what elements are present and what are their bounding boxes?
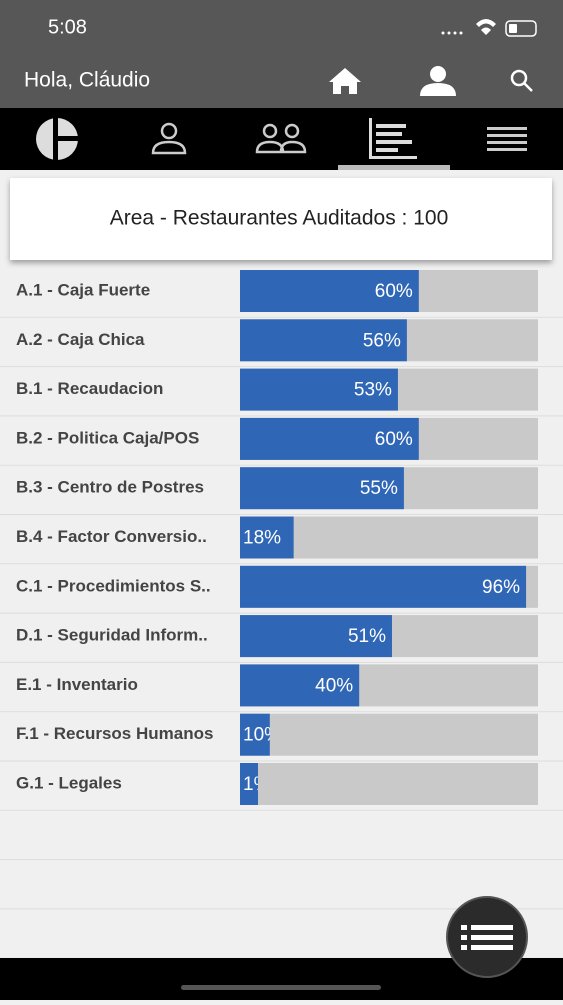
bar <box>240 615 392 658</box>
value-label: 1% <box>243 774 271 795</box>
menu-button[interactable] <box>446 896 528 978</box>
home-indicator <box>181 985 381 990</box>
greeting: Hola, Cláudio <box>24 69 150 92</box>
value-label: 60% <box>375 281 413 302</box>
bar <box>240 368 398 411</box>
bar <box>240 467 404 510</box>
value-label: 60% <box>375 429 413 450</box>
tab-icons[interactable] <box>36 118 527 170</box>
value-label: 51% <box>348 626 386 647</box>
category-label: B.3 - Centro de Postres <box>16 478 204 497</box>
value-label: 53% <box>354 380 392 401</box>
chart-rows: A.1 - Caja Fuerte 60% A.2 - Caja Chica 56% B… <box>0 270 563 959</box>
profile-icon[interactable] <box>420 66 456 96</box>
bar <box>240 565 527 608</box>
title-card <box>10 178 552 260</box>
category-label: B.2 - Politica Caja/POS <box>16 428 199 447</box>
bar-track <box>240 713 538 756</box>
bar <box>240 516 294 559</box>
value-label: 56% <box>363 330 401 351</box>
status-icons <box>441 19 537 37</box>
category-label: E.1 - Inventario <box>16 675 138 694</box>
bar <box>240 713 270 756</box>
category-label: B.1 - Recaudacion <box>16 379 163 398</box>
home-icon[interactable] <box>329 68 361 94</box>
chart-title: Area - Restaurantes Auditados : 100 <box>110 207 449 230</box>
category-label: A.2 - Caja Chica <box>16 330 145 349</box>
bar <box>240 319 407 362</box>
category-label: G.1 - Legales <box>16 773 122 792</box>
category-label: D.1 - Seguridad Inform.. <box>16 626 208 645</box>
tab-bar <box>0 108 563 170</box>
value-label: 55% <box>360 478 398 499</box>
value-label: 40% <box>315 675 353 696</box>
status-time: 5:08 <box>48 16 87 38</box>
search-icon[interactable] <box>510 69 533 92</box>
value-label: 10% <box>243 725 281 746</box>
value-label: 18% <box>243 528 281 549</box>
bar <box>240 417 419 460</box>
bar <box>240 763 258 805</box>
bar <box>240 664 360 707</box>
value-label: 96% <box>482 577 520 598</box>
category-label: A.1 - Caja Fuerte <box>16 280 150 299</box>
bar <box>240 270 419 312</box>
top-bar <box>0 0 563 108</box>
category-label: F.1 - Recursos Humanos <box>16 724 213 743</box>
category-label: C.1 - Procedimientos S.. <box>16 576 211 595</box>
bar-track <box>240 763 538 805</box>
category-label: B.4 - Factor Conversio.. <box>16 527 207 546</box>
